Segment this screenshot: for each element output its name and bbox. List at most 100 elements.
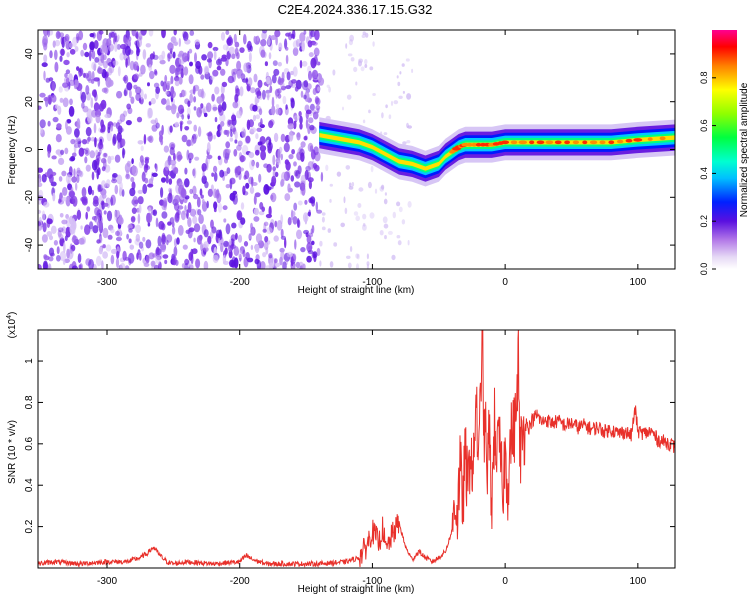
noise-cell xyxy=(70,138,76,145)
colorbar-tick-label: 0.4 xyxy=(699,167,709,180)
noise-cell xyxy=(38,209,42,214)
spectrogram-x-tick-label: 0 xyxy=(502,277,508,288)
noise-cell xyxy=(161,30,166,39)
noise-cell xyxy=(92,32,96,39)
noise-cell xyxy=(255,91,262,96)
noise-cell xyxy=(200,103,204,109)
noise-cell xyxy=(100,200,105,206)
noise-cell xyxy=(296,132,301,141)
noise-cell xyxy=(268,253,273,259)
noise-speck xyxy=(332,69,336,76)
noise-cell xyxy=(64,235,68,242)
noise-cell xyxy=(137,213,141,224)
noise-cell xyxy=(91,189,95,196)
noise-cell xyxy=(167,192,173,204)
noise-cell xyxy=(227,75,235,84)
noise-cell xyxy=(84,156,88,164)
noise-cell xyxy=(145,254,150,264)
noise-cell xyxy=(50,225,57,234)
noise-cell xyxy=(144,93,147,100)
noise-cell xyxy=(104,113,111,119)
noise-cell xyxy=(236,210,243,221)
noise-cell xyxy=(257,141,263,146)
noise-cell xyxy=(311,224,315,234)
noise-cell xyxy=(299,115,303,125)
noise-cell xyxy=(60,48,65,56)
noise-cell xyxy=(293,161,297,167)
noise-cell xyxy=(62,97,69,108)
noise-cell xyxy=(142,183,148,195)
noise-cell xyxy=(64,258,70,264)
noise-cell xyxy=(251,159,255,167)
noise-cell xyxy=(155,248,162,256)
noise-cell xyxy=(89,41,95,51)
noise-cell xyxy=(165,81,172,86)
noise-cell xyxy=(140,145,144,152)
noise-cell xyxy=(101,87,108,93)
noise-cell xyxy=(101,166,106,172)
noise-speck xyxy=(321,226,326,231)
noise-cell xyxy=(201,88,205,99)
noise-cell xyxy=(212,69,219,77)
noise-cell xyxy=(119,181,123,193)
noise-cell xyxy=(256,127,263,132)
noise-speck xyxy=(397,81,401,87)
noise-cell xyxy=(265,89,271,94)
noise-cell xyxy=(302,60,308,67)
noise-speck xyxy=(349,182,352,188)
noise-speck xyxy=(329,183,333,187)
figure-title: C2E4.2024.336.17.15.G32 xyxy=(278,2,433,17)
noise-cell xyxy=(201,163,207,172)
noise-cell xyxy=(265,213,272,219)
noise-cell xyxy=(252,104,258,112)
noise-cell xyxy=(203,229,209,238)
noise-cell xyxy=(191,248,198,255)
noise-cell xyxy=(38,178,41,186)
noise-cell xyxy=(167,42,174,52)
noise-cell xyxy=(41,173,47,183)
noise-speck xyxy=(385,104,388,109)
snr-y-tick-label: 0.2 xyxy=(24,519,35,533)
noise-cell xyxy=(85,126,92,137)
noise-cell xyxy=(38,105,42,110)
noise-cell xyxy=(220,32,226,41)
noise-cell xyxy=(188,48,193,54)
noise-cell xyxy=(58,176,63,182)
noise-cell xyxy=(155,163,158,172)
noise-cell xyxy=(64,33,70,42)
noise-cell xyxy=(100,119,104,128)
noise-cell xyxy=(308,180,312,190)
noise-cell xyxy=(261,206,266,212)
noise-cell xyxy=(110,228,115,234)
noise-cell xyxy=(311,69,319,80)
noise-cell xyxy=(237,234,243,243)
signal-peak xyxy=(545,140,554,145)
noise-cell xyxy=(293,115,300,121)
noise-cell xyxy=(288,154,294,160)
noise-cell xyxy=(142,49,147,60)
noise-cell xyxy=(148,64,153,72)
spectrogram-x-tick-label: -300 xyxy=(97,277,117,288)
noise-cell xyxy=(85,211,88,220)
noise-cell xyxy=(94,216,101,224)
noise-cell xyxy=(72,36,78,48)
noise-cell xyxy=(246,119,251,131)
noise-cell xyxy=(310,149,316,160)
noise-cell xyxy=(292,47,299,56)
noise-cell xyxy=(201,198,205,205)
signal-peak xyxy=(647,137,653,141)
noise-cell xyxy=(299,148,305,157)
noise-cell xyxy=(131,181,136,190)
noise-cell xyxy=(259,145,267,152)
noise-cell xyxy=(276,220,283,231)
noise-cell xyxy=(131,30,137,37)
noise-cell xyxy=(123,74,129,84)
noise-cell xyxy=(107,234,113,240)
noise-cell xyxy=(211,93,215,102)
noise-cell xyxy=(255,161,260,169)
noise-cell xyxy=(73,168,76,178)
noise-cell xyxy=(260,261,266,269)
noise-cell xyxy=(266,227,273,235)
noise-speck xyxy=(381,184,385,190)
noise-cell xyxy=(167,53,171,62)
